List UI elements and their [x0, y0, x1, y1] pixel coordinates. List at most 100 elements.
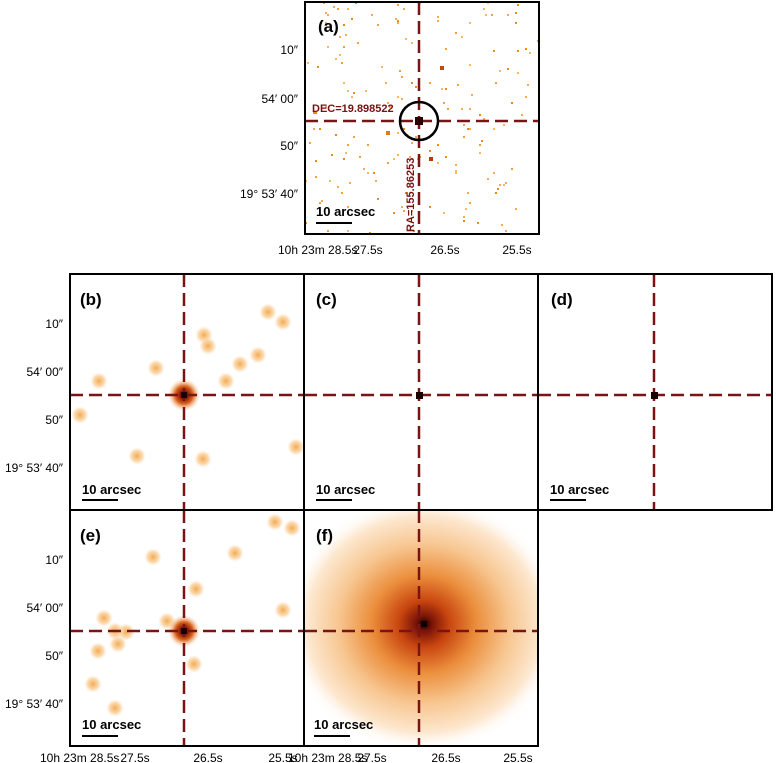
- noise-pixel: [437, 162, 439, 164]
- noise-pixel: [381, 66, 383, 68]
- noise-pixel: [403, 8, 405, 10]
- noise-pixel: [437, 16, 439, 18]
- noise-pixel: [469, 64, 471, 66]
- noise-pixel: [411, 142, 413, 144]
- panel-b: (b) 10 arcsec: [69, 273, 305, 511]
- noise-pixel: [345, 34, 347, 36]
- noise-pixel: [307, 62, 309, 64]
- panel-d-label: (d): [551, 290, 573, 309]
- noise-pixel: [325, 12, 327, 14]
- noise-pixel: [377, 198, 379, 200]
- noise-pixel: [393, 158, 395, 160]
- noise-pixel: [335, 134, 337, 136]
- noise-pixel: [463, 136, 465, 138]
- noise-pixel: [397, 20, 399, 22]
- noise-pixel: [357, 42, 359, 44]
- noise-pixel: [501, 224, 503, 226]
- panel-b-yaxis: 10″ 54′ 00″ 50″ 19° 53′ 40″: [5, 317, 64, 475]
- noise-pixel: [347, 144, 349, 146]
- noise-pixel: [365, 90, 367, 92]
- noise-pixel: [529, 52, 531, 54]
- noise-pixel: [347, 230, 349, 232]
- noise-pixel: [415, 136, 417, 138]
- noise-pixel: [405, 192, 407, 194]
- noise-pixel: [517, 72, 519, 74]
- noise-pixel: [411, 42, 413, 44]
- noise-pixel: [401, 98, 403, 100]
- panel-a-scalebar-label: 10 arcsec: [316, 204, 375, 219]
- noise-pixel: [495, 192, 497, 194]
- noise-pixel: [377, 24, 379, 26]
- panel-e-ytick: 54′ 00″: [26, 601, 63, 615]
- emission-blob: [287, 438, 304, 456]
- noise-pixel: [335, 58, 337, 60]
- noise-pixel: [441, 88, 443, 90]
- noise-pixel: [411, 82, 413, 84]
- panel-a-label: (a): [318, 17, 339, 36]
- noise-pixel: [413, 230, 415, 232]
- noise-pixel: [317, 66, 319, 68]
- emission-blob: [89, 642, 107, 660]
- panel-a-source-peak: [415, 117, 423, 125]
- noise-pixel: [331, 154, 333, 156]
- noise-pixel: [351, 18, 353, 20]
- noise-pixel: [527, 84, 529, 86]
- noise-pixel: [387, 102, 389, 104]
- noise-pixel: [415, 86, 417, 88]
- noise-pixel: [327, 230, 329, 232]
- noise-pixel: [479, 114, 481, 116]
- noise-pixel: [393, 212, 395, 214]
- emission-blob: [84, 675, 102, 693]
- noise-pixel: [397, 132, 399, 134]
- noise-pixel: [483, 8, 485, 10]
- noise-pixel: [503, 184, 505, 186]
- panel-f-frame: [303, 509, 539, 747]
- panel-f-label: (f): [316, 526, 333, 545]
- noise-pixel: [507, 68, 509, 70]
- panel-f-xtick: 10h 23m 28.5s: [288, 751, 367, 763]
- panel-e-ytick: 19° 53′ 40″: [5, 697, 64, 711]
- noise-pixel: [455, 32, 457, 34]
- noise-pixel: [397, 154, 399, 156]
- panel-e-ytick: 50″: [45, 649, 63, 663]
- noise-pixel: [343, 158, 345, 160]
- noise-pixel: [471, 94, 473, 96]
- emission-blob: [185, 655, 203, 673]
- panel-e-label: (e): [80, 526, 101, 545]
- emission-blob: [144, 548, 162, 566]
- noise-pixel: [525, 48, 527, 50]
- noise-pixel: [315, 112, 317, 114]
- noise-pixel: [325, 22, 327, 24]
- noise-pixel: [515, 12, 517, 14]
- panel-a-xtick: 10h 23m 28.5s: [278, 243, 357, 257]
- noise-pixel: [401, 76, 403, 78]
- noise-pixel: [367, 172, 369, 174]
- noise-pixel: [493, 50, 495, 52]
- noise-pixel: [333, 6, 335, 8]
- noise-pixel: [429, 150, 431, 152]
- emission-blob: [95, 609, 113, 627]
- noise-pixel: [429, 82, 431, 84]
- noise-pixel: [321, 200, 323, 202]
- emission-blob: [231, 355, 249, 373]
- noise-pixel: [403, 128, 405, 130]
- panel-e-scalebar-label: 10 arcsec: [82, 717, 141, 732]
- noise-pixel: [507, 14, 509, 16]
- panel-a-ytick: 54′ 00″: [261, 92, 298, 106]
- emission-blob: [106, 699, 124, 717]
- panel-b-label: (b): [80, 290, 102, 309]
- panel-f-source-peak: [421, 621, 427, 627]
- emission-blob: [226, 544, 244, 562]
- noise-pixel: [343, 82, 345, 84]
- noise-pixel: [397, 22, 399, 24]
- noise-pixel: [461, 36, 463, 38]
- noise-pixel: [309, 142, 311, 144]
- panel-e-xtick: 27.5s: [120, 751, 149, 763]
- noise-pixel: [491, 14, 493, 16]
- noise-pixel: [429, 206, 431, 208]
- noise-pixel: [479, 152, 481, 154]
- panel-d-scalebar-label: 10 arcsec: [550, 482, 609, 497]
- noise-pixel: [399, 70, 401, 72]
- panel-a: DEC=19.898522 RA=155.86253 (a) 10 arcsec: [304, 1, 540, 235]
- emission-blob: [217, 372, 235, 390]
